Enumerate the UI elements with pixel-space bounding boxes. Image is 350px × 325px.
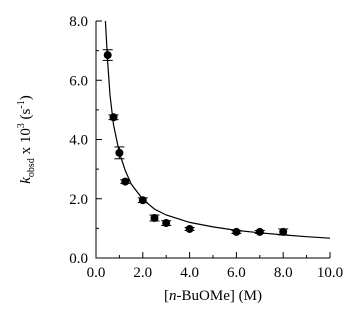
data-point: [102, 49, 113, 61]
point-marker: [255, 227, 264, 236]
y-tick-label: 6.0: [69, 73, 88, 89]
point-marker: [103, 51, 112, 60]
data-point: [114, 146, 125, 160]
data-point: [137, 196, 148, 205]
point-marker: [232, 227, 241, 236]
y-tick-label: 8.0: [69, 14, 88, 30]
data-point: [254, 227, 265, 236]
x-tick-label: 6.0: [227, 265, 246, 281]
fit-curve-group: [104, 20, 331, 239]
x-tick-label: 4.0: [180, 265, 199, 281]
x-tick-label: 10.0: [317, 265, 343, 281]
x-axis-title: [n-BuOMe] (M): [164, 288, 262, 304]
data-point: [161, 219, 172, 228]
data-point: [149, 214, 160, 223]
tick-labels: 0.0 2.0 4.0 6.0 8.0 10.0 0.0 2.0 4.0 6.0 8.0: [69, 14, 343, 281]
x-tick-label: 2.0: [133, 265, 152, 281]
point-marker: [121, 177, 130, 186]
x-tick-label: 8.0: [274, 265, 293, 281]
data-points: [102, 49, 289, 236]
point-marker: [185, 224, 194, 233]
fit-curve: [104, 20, 331, 239]
axes: [95, 21, 330, 259]
ticks: [95, 20, 331, 259]
y-axis-title: kobsd x 103 (s-1): [16, 95, 37, 184]
y-tick-label: 4.0: [69, 133, 88, 149]
data-point: [231, 227, 242, 236]
point-marker: [162, 219, 171, 228]
data-point: [184, 224, 195, 233]
data-point: [120, 177, 131, 186]
x-tick-label: 0.0: [87, 265, 106, 281]
data-point: [278, 227, 289, 236]
point-marker: [109, 113, 118, 122]
point-marker: [138, 196, 147, 205]
y-tick-label: 2.0: [69, 192, 88, 208]
data-point: [108, 113, 119, 122]
point-marker: [150, 214, 159, 223]
point-marker: [115, 148, 124, 157]
point-marker: [279, 227, 288, 236]
axis-frame: [95, 21, 330, 259]
y-tick-label: 0.0: [69, 251, 88, 267]
